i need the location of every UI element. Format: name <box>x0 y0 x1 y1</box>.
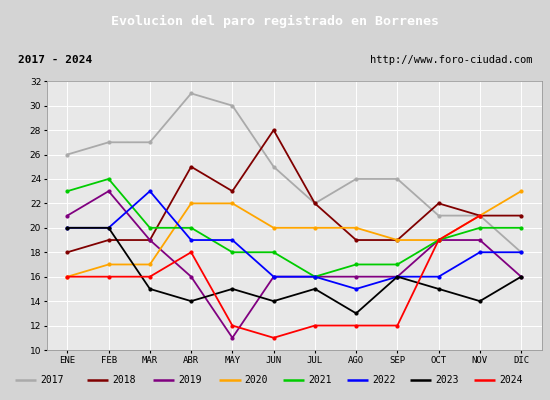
Text: 2021: 2021 <box>309 375 332 386</box>
Text: 2023: 2023 <box>436 375 459 386</box>
Text: 2022: 2022 <box>372 375 395 386</box>
Text: 2019: 2019 <box>179 375 202 386</box>
Text: http://www.foro-ciudad.com: http://www.foro-ciudad.com <box>370 55 532 65</box>
Text: 2017: 2017 <box>41 375 64 386</box>
Text: 2024: 2024 <box>499 375 522 386</box>
Text: 2018: 2018 <box>112 375 136 386</box>
Text: 2020: 2020 <box>245 375 268 386</box>
Text: Evolucion del paro registrado en Borrenes: Evolucion del paro registrado en Borrene… <box>111 14 439 28</box>
Text: 2017 - 2024: 2017 - 2024 <box>18 55 92 65</box>
